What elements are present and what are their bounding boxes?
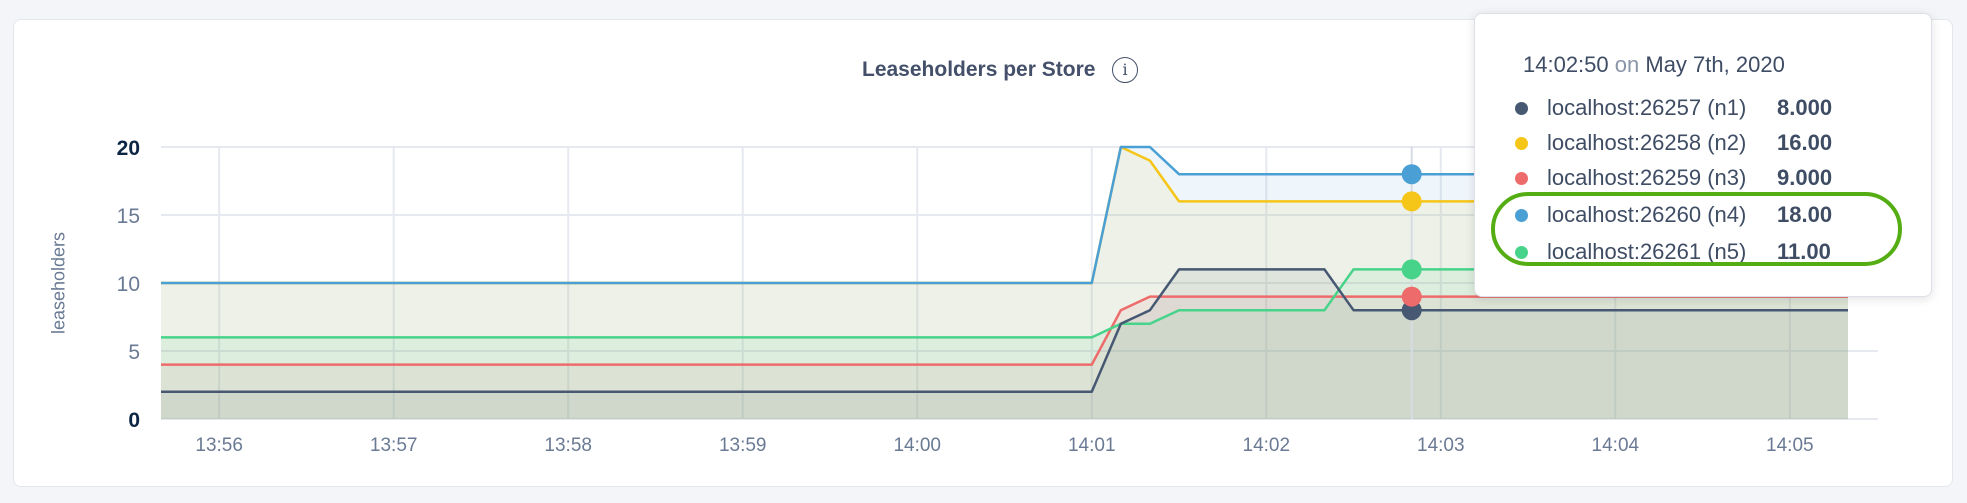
tooltip-row: localhost:26257 (n1) 8.000	[1515, 93, 1915, 123]
tooltip-row-label: localhost:26260 (n4)	[1547, 202, 1747, 227]
tooltip-row: localhost:26260 (n4) 18.00	[1515, 200, 1915, 230]
series-line	[161, 268, 1848, 394]
tooltip-row-value: 11.00	[1777, 239, 1831, 264]
x-tick-label: 13:58	[544, 435, 592, 456]
tooltip-row: localhost:26258 (n2) 16.00	[1515, 128, 1915, 158]
series-area	[161, 269, 1848, 419]
tooltip-date: May 7th, 2020	[1645, 52, 1785, 77]
x-tick-label: 13:59	[719, 435, 767, 456]
tooltip-row: localhost:26259 (n3) 9.000	[1515, 163, 1915, 193]
tooltip-row-label: localhost:26257 (n1)	[1547, 95, 1747, 120]
highlight-annotation	[1491, 192, 1902, 266]
series-area	[161, 296, 1848, 419]
x-tick-label: 14:03	[1417, 435, 1465, 456]
hover-tooltip: 14:02:50 on May 7th, 2020 localhost:2625…	[1474, 13, 1932, 297]
y-tick-label: 0	[128, 409, 140, 432]
series-dot-icon	[1515, 102, 1528, 115]
hover-point	[1401, 164, 1422, 185]
x-tick-label: 14:04	[1592, 435, 1640, 456]
tooltip-time: 14:02:50	[1523, 52, 1609, 77]
tooltip-row-value: 18.00	[1777, 202, 1833, 227]
series-line	[161, 145, 1848, 285]
tooltip-row-value: 9.000	[1777, 165, 1833, 190]
series-dot-icon	[1515, 172, 1528, 185]
y-tick-label: 20	[117, 137, 140, 160]
y-tick-label: 5	[128, 341, 140, 364]
hover-point	[1401, 191, 1422, 212]
tooltip-row-value: 8.000	[1777, 95, 1833, 120]
chart-title: Leaseholders per Store	[862, 58, 1096, 81]
x-tick-label: 13:56	[195, 435, 243, 456]
tooltip-row: localhost:26261 (n5) 11.00	[1515, 237, 1915, 267]
tooltip-row-label: localhost:26261 (n5)	[1547, 239, 1747, 264]
series-area	[161, 269, 1848, 419]
tooltip-row-value: 16.00	[1777, 130, 1833, 155]
x-tick-label: 13:57	[370, 435, 418, 456]
series-line	[161, 268, 1848, 339]
x-tick-label: 14:02	[1243, 435, 1291, 456]
tooltip-on: on	[1614, 52, 1640, 77]
series-line	[161, 295, 1848, 366]
tooltip-row-label: localhost:26259 (n3)	[1547, 165, 1747, 190]
y-tick-label: 15	[117, 205, 140, 228]
series-dot-icon	[1515, 137, 1528, 150]
y-tick-label: 10	[117, 273, 140, 296]
tooltip-row-label: localhost:26258 (n2)	[1547, 130, 1747, 155]
hover-point	[1401, 259, 1422, 280]
hover-point	[1401, 286, 1422, 307]
info-icon[interactable]: i	[1112, 57, 1138, 83]
x-tick-label: 14:01	[1068, 435, 1116, 456]
x-tick-label: 14:00	[893, 435, 941, 456]
tooltip-title: 14:02:50 on May 7th, 2020	[1523, 52, 1785, 78]
x-tick-label: 14:05	[1766, 435, 1814, 456]
